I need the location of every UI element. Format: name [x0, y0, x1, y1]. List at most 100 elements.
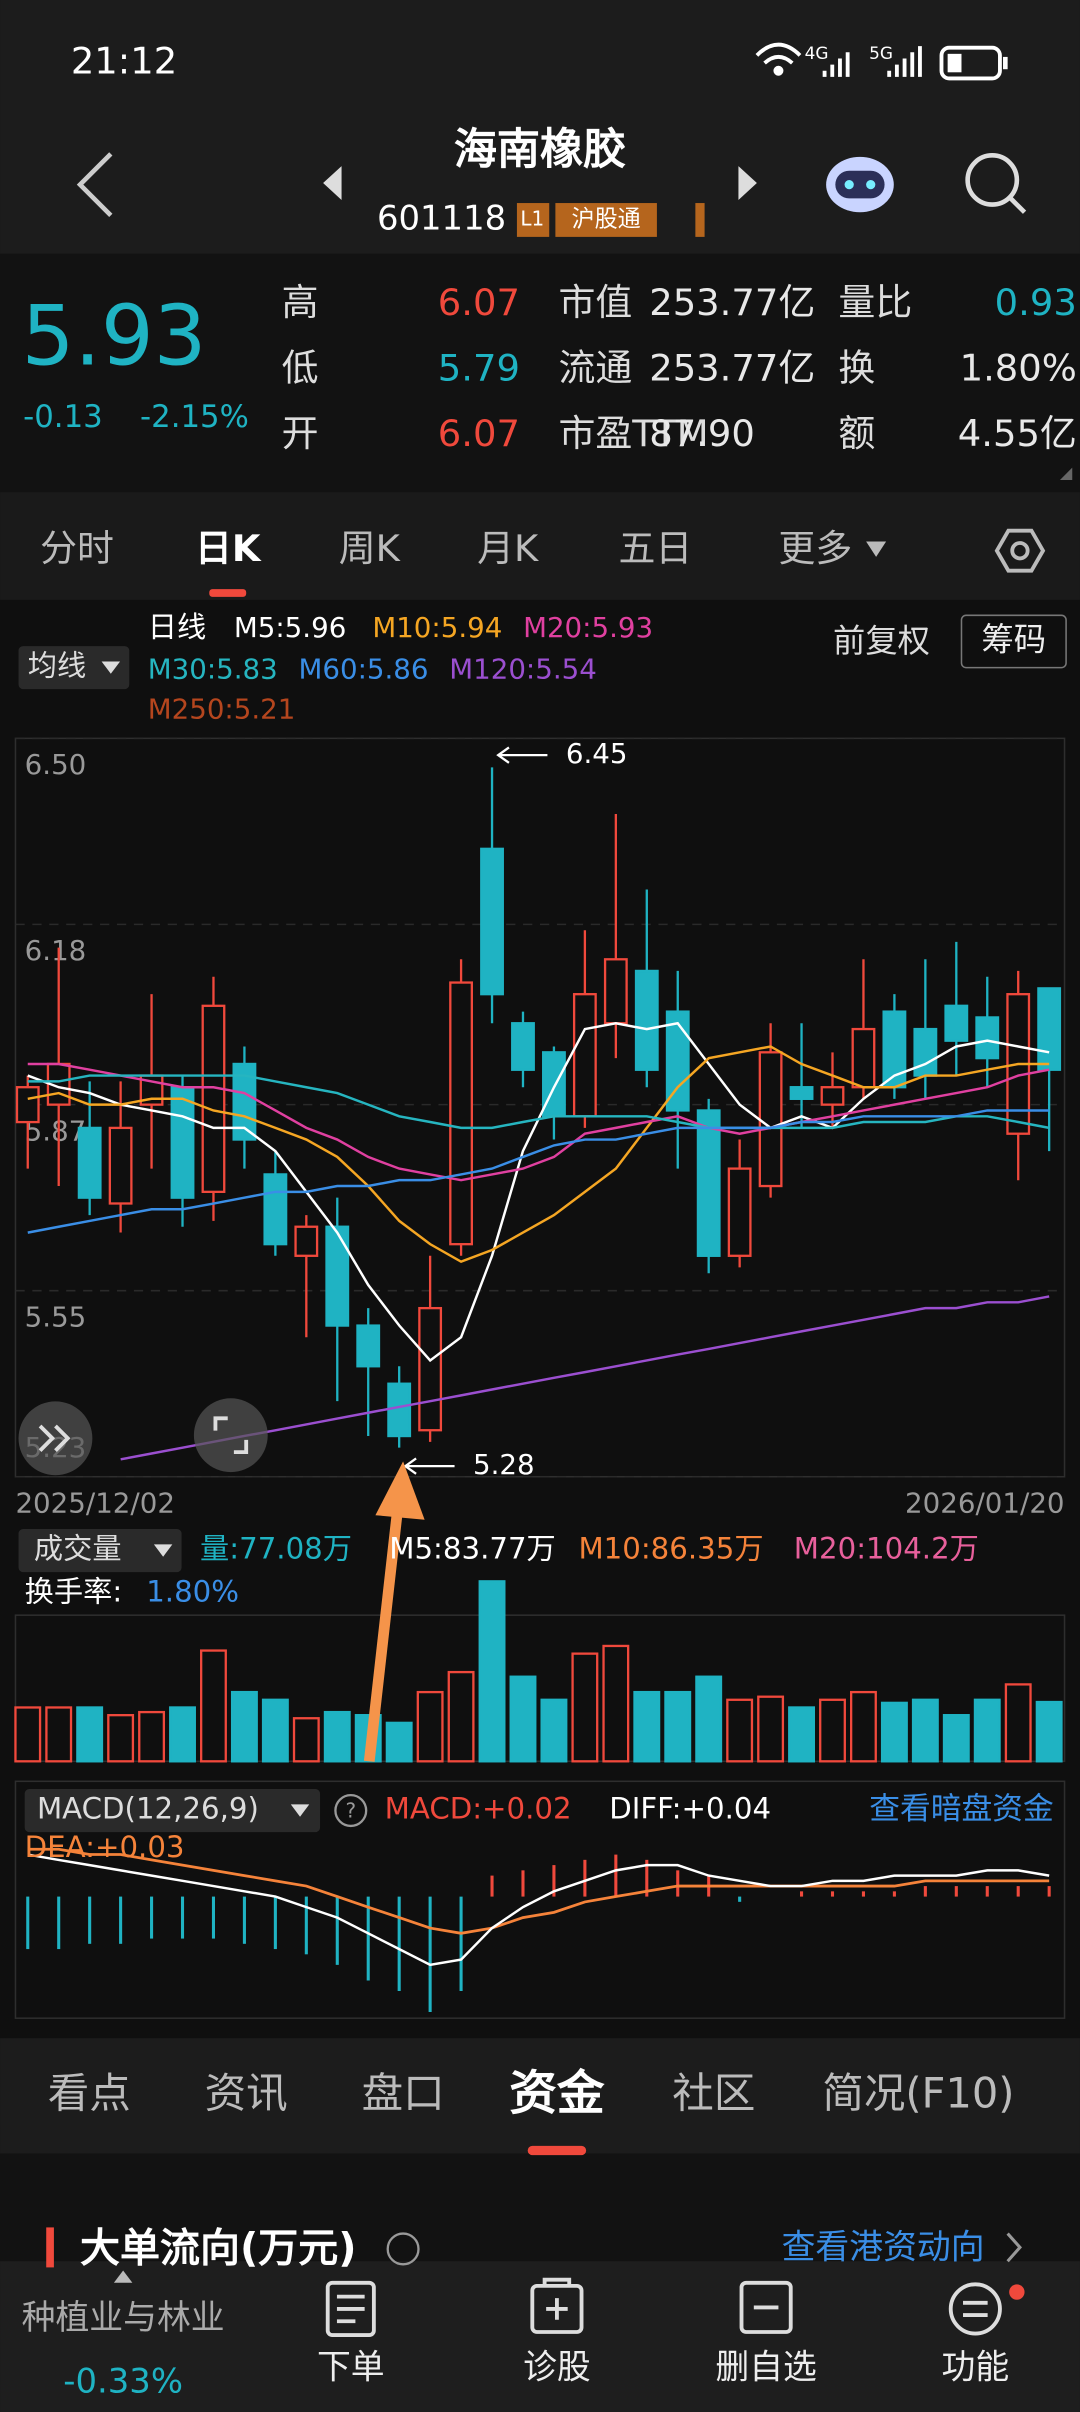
fullscreen-button[interactable]	[193, 1398, 268, 1473]
detail-tab[interactable]: 看点	[48, 2069, 131, 2118]
ma-line	[27, 1074, 1050, 1130]
settings-icon[interactable]	[994, 528, 1046, 573]
volume-bar	[788, 1706, 816, 1763]
help-icon[interactable]	[334, 1794, 368, 1828]
stat-value: 5.79	[438, 346, 520, 389]
search-icon[interactable]	[965, 153, 1027, 214]
nav-item[interactable]: 删自选	[715, 2347, 816, 2386]
ma-line	[27, 1109, 1050, 1234]
period-tabs: 分时 日K 周K 月K 五日 更多	[40, 527, 887, 570]
section-bg	[0, 2153, 1080, 2262]
next-stock[interactable]	[738, 166, 757, 200]
chips-button-bg[interactable]	[960, 614, 1067, 669]
volume-bar	[726, 1698, 754, 1763]
sector-change: -0.33%	[63, 2361, 183, 2400]
detail-tab[interactable]: 盘口	[362, 2069, 445, 2118]
volume-bar	[571, 1652, 599, 1763]
detail-tab-bg	[0, 2038, 1080, 2154]
ma-legend: M30:5.83	[148, 653, 278, 686]
candle-body	[820, 1086, 845, 1106]
macd-frame	[14, 1780, 1066, 2019]
ma-legend: M120:5.54	[449, 653, 597, 686]
stat-label: 市盈TTM	[558, 412, 708, 455]
ma-legend: M5:5.96	[234, 611, 346, 644]
dark-pool-link[interactable]: 查看暗盘资金	[869, 1791, 1054, 1827]
volume-bar	[169, 1706, 196, 1763]
volume-bar	[509, 1675, 537, 1763]
tag-bg	[516, 203, 550, 237]
candle-body	[232, 1062, 257, 1141]
macd-button[interactable]: MACD(12,26,9)	[37, 1792, 259, 1826]
detail-tab[interactable]: 资讯	[205, 2069, 288, 2118]
volume-frame	[14, 1614, 1066, 1763]
detail-tab[interactable]: 资金	[509, 2067, 605, 2122]
expand-button[interactable]	[18, 1401, 93, 1476]
candle-body	[603, 958, 628, 1025]
detail-tab[interactable]: 社区	[672, 2069, 755, 2118]
period-tab[interactable]: 更多	[778, 527, 852, 570]
stat-label: 量比	[838, 281, 912, 324]
badge	[1009, 2284, 1025, 2300]
y-tick-label: 6.50	[25, 748, 87, 781]
tag-level: L1	[520, 206, 544, 230]
candle-body	[634, 969, 659, 1071]
ma-button-bg[interactable]	[18, 646, 130, 690]
period-tab[interactable]: 月K	[477, 527, 539, 570]
price-change-pct: -2.15%	[140, 399, 249, 435]
candle-body	[851, 1027, 876, 1089]
volume-legend: M20:104.2万	[794, 1532, 979, 1566]
volume-bar	[819, 1698, 846, 1763]
period-tab[interactable]: 五日	[618, 527, 692, 570]
volume-bar	[200, 1649, 227, 1763]
prev-stock[interactable]	[323, 166, 342, 200]
nav-item[interactable]: 功能	[942, 2347, 1010, 2386]
volume-bar	[14, 1706, 42, 1763]
stat-value: 0.93	[995, 281, 1077, 324]
period-tab[interactable]: 周K	[339, 527, 401, 570]
ma-button[interactable]: 均线	[28, 649, 86, 683]
annotation-arrowhead	[375, 1461, 425, 1520]
hk-flow-link[interactable]: 查看港资动向	[782, 2227, 985, 2266]
candle-body	[418, 1306, 443, 1432]
volume-bar	[880, 1701, 908, 1763]
volume-bar	[757, 1695, 785, 1763]
back-button[interactable]	[76, 152, 113, 217]
diff-line	[27, 1853, 1050, 1967]
stat-value: 4.55亿	[958, 412, 1077, 455]
assistant-icon[interactable]	[826, 156, 894, 213]
sector-arrow	[113, 2270, 133, 2283]
volume-legend: M5:83.77万	[389, 1532, 556, 1566]
volume-bar	[261, 1698, 289, 1763]
dea-value: DEA:+0.03	[25, 1830, 185, 1864]
candle-body	[572, 993, 597, 1118]
ma-legend: M250:5.21	[148, 693, 296, 726]
plot: 6.506.185.875.555.232025/12/022026/01/20…	[14, 737, 1065, 2013]
stat-value: 253.77亿	[649, 346, 815, 389]
volume-bar	[602, 1644, 630, 1763]
expand-glyph	[38, 1424, 71, 1452]
ma-legend: M10:5.94	[372, 611, 502, 644]
detail-tab[interactable]: 简况(F10)	[822, 2069, 1014, 2118]
tag-connect: 沪股通	[572, 206, 641, 232]
nav-item[interactable]: 诊股	[523, 2347, 591, 2386]
adjust-toggle[interactable]: 前复权	[833, 622, 930, 660]
period-tab[interactable]: 日K	[195, 527, 262, 570]
period-tab[interactable]: 分时	[40, 527, 114, 570]
dropdown-arrow	[290, 1804, 310, 1817]
volume-button-bg[interactable]	[18, 1529, 182, 1573]
candle-body	[356, 1324, 381, 1368]
volume-button[interactable]: 成交量	[34, 1532, 122, 1566]
fullscreen-glyph	[213, 1416, 249, 1455]
nav-item[interactable]: 下单	[317, 2347, 385, 2386]
tag-bg	[695, 203, 705, 237]
y-tick-label: 5.55	[25, 1300, 87, 1333]
macd-button-bg[interactable]	[24, 1789, 321, 1833]
sector-name[interactable]: 种植业与林业	[22, 2298, 225, 2337]
chips-button[interactable]: 筹码	[981, 620, 1046, 658]
info-icon[interactable]	[386, 2232, 420, 2266]
help-mark: ?	[345, 1799, 356, 1823]
macd-value: MACD:+0.02	[385, 1792, 572, 1826]
volume-bar	[633, 1690, 661, 1763]
